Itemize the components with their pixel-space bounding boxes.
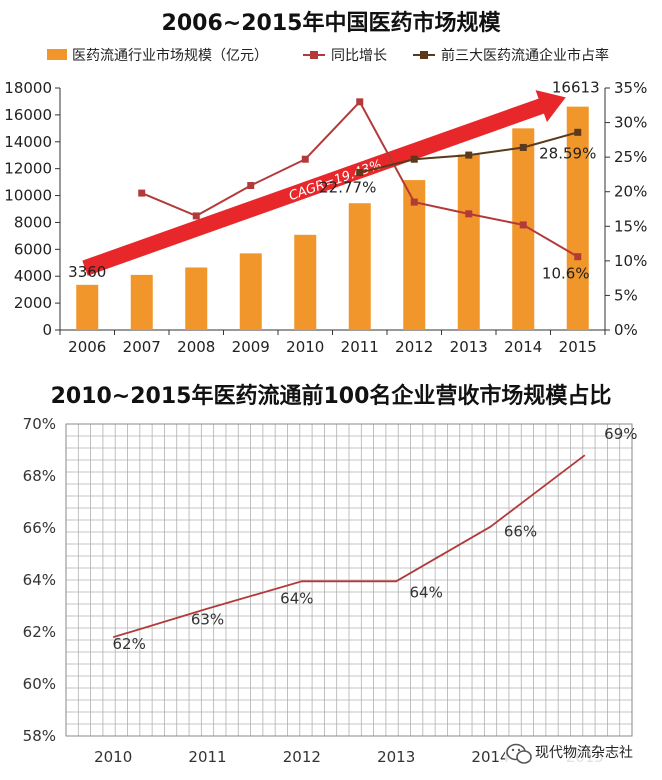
point-label-2010: 62% [112,635,145,653]
y-tick-label: 60% [23,675,56,693]
chart2-title: 2010~2015年医药流通前100名企业营收市场规模占比 [51,383,612,409]
y-tick-label: 70% [23,415,56,433]
bar-2007 [130,274,153,330]
left-tick-label: 0 [42,321,52,339]
right-tick-label: 25% [614,148,647,166]
x-tick-label: 2011 [188,748,226,766]
bar-2015 [566,106,589,330]
bar-2013 [457,154,480,330]
legend-bar-swatch [47,49,67,60]
right-tick-label: 5% [614,286,638,304]
x-tick-label: 2006 [68,338,106,356]
growth-point [519,221,527,229]
y-tick-label: 58% [23,727,56,745]
share-point [519,143,527,151]
left-tick-label: 12000 [4,160,52,178]
left-tick-label: 6000 [14,240,52,258]
growth-point [192,212,200,220]
x-tick-label: 2014 [471,748,509,766]
x-tick-label: 2013 [377,748,415,766]
growth-point [301,155,309,163]
watermark-text: 现代物流杂志社 [535,745,633,761]
x-tick-label: 2012 [395,338,433,356]
chart2-axes: 58% 60% 62% 64% 66% 68% 70% 2010 2011 2012 2013 201… [23,415,604,766]
point-label-2014: 66% [504,523,537,541]
chart1-lines [138,98,582,261]
right-tick-label: 35% [614,79,647,97]
bar-2011 [348,203,371,330]
left-tick-label: 8000 [14,213,52,231]
x-tick-label: 2010 [94,748,132,766]
bar-2009 [239,253,262,330]
point-label-2011: 63% [191,611,224,629]
y-tick-label: 64% [23,571,56,589]
x-tick-label: 2008 [177,338,215,356]
growth-point [247,181,255,189]
bar-2010 [294,234,317,330]
plot-border [65,423,633,737]
legend-growth-label: 同比增长 [331,48,387,64]
bar-2008 [185,267,208,330]
y-tick-label: 68% [23,467,56,485]
label-growth-2015: 10.6% [542,265,590,283]
right-tick-label: 10% [614,252,647,270]
chart1-title: 2006~2015年中国医药市场规模 [162,10,502,36]
left-tick-label: 10000 [4,187,52,205]
growth-point [138,189,146,197]
bar-2006 [76,284,99,330]
bar-2014 [512,128,535,330]
chart1-bars [76,106,589,330]
y-tick-label: 62% [23,623,56,641]
right-tick-label: 15% [614,217,647,235]
legend-bar-label: 医药流通行业市场规模（亿元） [72,47,268,64]
x-tick-label: 2011 [341,338,379,356]
growth-point [465,210,473,218]
label-share-2015: 28.59% [539,144,596,162]
label-bar-2015: 16613 [552,79,600,97]
chart1-legend: 医药流通行业市场规模（亿元） 同比增长 前三大医药流通企业市占率 [47,47,609,64]
x-tick-label: 2007 [123,338,161,356]
growth-point [574,253,582,261]
point-label-2013: 64% [409,583,442,601]
chart2-line [112,454,586,639]
x-tick-label: 2010 [286,338,324,356]
watermark: 现代物流杂志社 [505,740,655,764]
chart1-data-labels: 3360 16613 22.77% 28.59% 10.6% [68,79,599,283]
right-tick-label: 30% [614,114,647,132]
legend-share-label: 前三大医药流通企业市占率 [441,47,609,64]
right-tick-label: 0% [614,321,638,339]
x-tick-label: 2015 [559,338,597,356]
point-label-2015: 69% [604,425,637,443]
share-point [465,151,473,159]
point-label-2012: 64% [280,589,313,607]
chart1-axes: 0 2000 4000 6000 8000 10000 12000 14000 16000 180… [4,79,647,356]
right-tick-label: 20% [614,183,647,201]
growth-point [410,198,418,206]
wechat-icon [506,743,532,764]
cagr-arrow-body [82,90,566,276]
left-tick-label: 18000 [4,79,52,97]
legend-growth-marker [310,51,318,59]
share-line [112,454,586,639]
share-point [410,155,418,163]
chart2-data-labels: 62% 63% 64% 64% 66% 69% [112,425,637,653]
chart2-grid [65,423,633,737]
left-tick-label: 16000 [4,106,52,124]
growth-point [356,98,364,106]
x-tick-label: 2013 [450,338,488,356]
legend-share-marker [420,51,428,59]
x-tick-label: 2014 [504,338,542,356]
label-share-2011: 22.77% [319,179,376,197]
share-point [574,128,582,136]
x-tick-label: 2009 [232,338,270,356]
x-tick-label: 2012 [283,748,321,766]
share-point [356,169,364,177]
left-tick-label: 4000 [14,267,52,285]
left-tick-label: 14000 [4,133,52,151]
y-tick-label: 66% [23,519,56,537]
label-bar-2006: 3360 [68,263,106,281]
left-tick-label: 2000 [14,294,52,312]
bar-2012 [403,180,426,330]
